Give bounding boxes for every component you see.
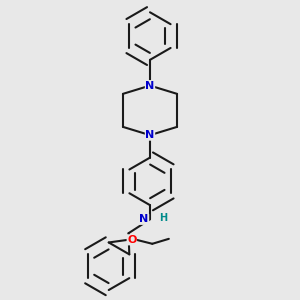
Text: H: H [159, 213, 167, 223]
Text: N: N [146, 130, 154, 140]
Text: N: N [140, 214, 149, 224]
Text: O: O [127, 235, 136, 245]
Text: N: N [146, 81, 154, 91]
